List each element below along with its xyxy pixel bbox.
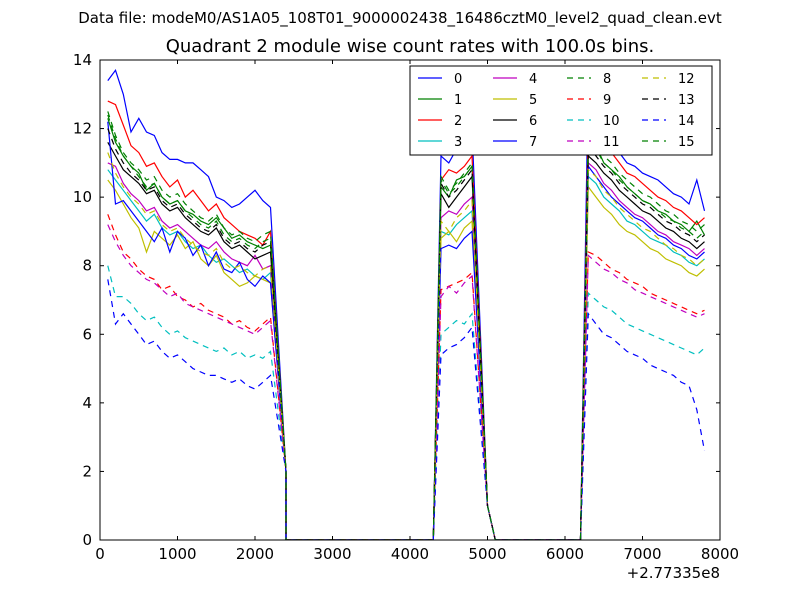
suptitle: Data file: modeM0/AS1A05_108T01_90000024…: [78, 9, 722, 28]
legend-label-5: 5: [529, 93, 537, 108]
legend-label-7: 7: [529, 135, 537, 150]
legend-label-9: 9: [603, 93, 611, 108]
series-line-12: [107, 152, 705, 540]
legend-label-11: 11: [603, 135, 620, 150]
series-line-8: [107, 111, 705, 540]
x-tick-label: 7000: [623, 545, 661, 563]
axes: 0 1000 2000 3000 4000 5000 6000 7000 80000246810…: [73, 51, 739, 563]
y-tick-label: 10: [73, 188, 92, 206]
series-line-10: [107, 265, 705, 540]
legend-box: [409, 65, 713, 156]
y-tick-label: 6: [82, 325, 92, 343]
legend-label-14: 14: [678, 114, 695, 129]
x-offset-label: +2.77335e8: [627, 564, 720, 582]
series-line-6: [107, 142, 705, 540]
legend-label-12: 12: [678, 72, 695, 87]
series-line-13: [107, 128, 705, 540]
legend-label-2: 2: [454, 114, 462, 129]
x-tick-label: 4000: [391, 545, 429, 563]
legend-label-13: 13: [678, 93, 695, 108]
y-tick-label: 8: [82, 257, 92, 275]
series-line-5: [107, 179, 705, 540]
y-tick-label: 0: [82, 531, 92, 549]
legend-label-6: 6: [529, 114, 537, 129]
x-tick-label: 1000: [158, 545, 196, 563]
legend-label-15: 15: [678, 135, 695, 150]
series-line-3: [107, 169, 705, 540]
x-tick-label: 0: [95, 545, 105, 563]
legend-label-4: 4: [529, 72, 537, 87]
series-line-9: [107, 214, 705, 540]
y-tick-label: 2: [82, 462, 92, 480]
legend-label-8: 8: [603, 72, 611, 87]
y-tick-label: 12: [73, 120, 92, 138]
x-tick-label: 6000: [546, 545, 584, 563]
legend-label-1: 1: [454, 93, 462, 108]
legend-label-10: 10: [603, 114, 620, 129]
series-line-4: [107, 161, 705, 540]
plot-area: [107, 69, 706, 540]
x-tick-label: 2000: [236, 545, 274, 563]
series-line-2: [107, 100, 705, 540]
y-tick-label: 4: [82, 394, 92, 412]
y-tick-label: 14: [73, 51, 92, 69]
series-line-11: [107, 224, 705, 540]
series-line-7: [107, 121, 705, 540]
x-tick-label: 5000: [468, 545, 506, 563]
series-line-1: [107, 118, 706, 540]
series-line-0: [107, 69, 706, 540]
chart-title: Quadrant 2 module wise count rates with …: [166, 36, 655, 57]
legend-label-0: 0: [454, 72, 462, 87]
legend-label-3: 3: [454, 135, 462, 150]
x-tick-label: 8000: [701, 545, 739, 563]
x-tick-label: 3000: [313, 545, 351, 563]
series-line-14: [107, 279, 706, 540]
series-line-15: [107, 114, 705, 540]
